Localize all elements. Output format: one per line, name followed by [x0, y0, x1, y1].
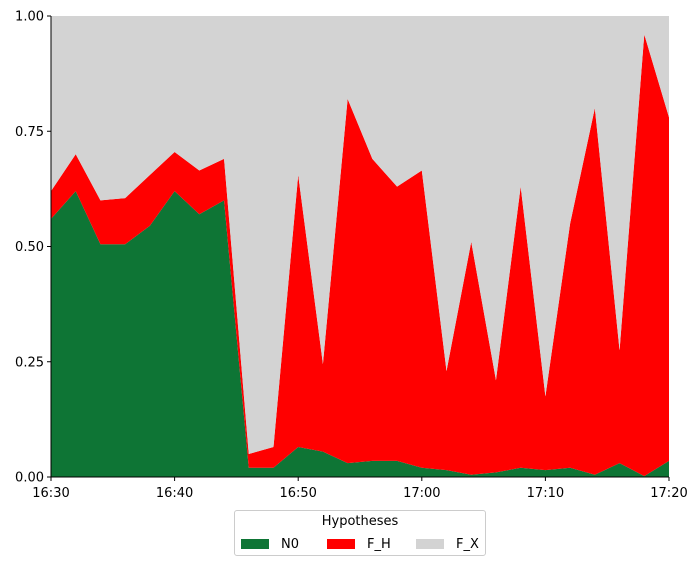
- y-tick-label: 0.25: [15, 355, 44, 370]
- x-tick-label: 17:10: [527, 486, 564, 501]
- tick-labels: 0.00 0.25 0.50 0.75 1.00 16:30 16:40 16:50 17:00…: [15, 10, 688, 502]
- x-tick-label: 17:20: [650, 486, 687, 501]
- legend-swatch-f-x: [416, 539, 444, 549]
- legend-swatch-f-h: [327, 539, 355, 549]
- x-tick-label: 16:40: [156, 486, 193, 501]
- legend-title: Hypotheses: [321, 514, 399, 529]
- legend-entry-f-x: F_X: [416, 536, 479, 552]
- y-tick-label: 0.00: [15, 471, 44, 486]
- legend-entry-f-h: F_H: [327, 536, 391, 552]
- series-areas: [51, 16, 669, 477]
- legend-entry-n0: N0: [241, 536, 299, 552]
- legend-swatch-n0: [241, 539, 269, 549]
- area-n0: [51, 191, 669, 477]
- legend-label-f-x: F_X: [456, 536, 479, 552]
- x-tick-label: 16:30: [32, 486, 69, 501]
- y-tick-label: 0.75: [15, 125, 44, 140]
- area-f-x: [51, 16, 669, 454]
- area-f-h: [51, 34, 669, 477]
- legend-label-f-h: F_H: [367, 536, 391, 552]
- y-tick-label: 0.50: [15, 240, 44, 255]
- legend: Hypotheses N0 F_H F_X: [234, 510, 486, 556]
- y-tick-label: 1.00: [15, 10, 44, 25]
- axes: [47, 15, 670, 481]
- x-tick-label: 16:50: [279, 486, 316, 501]
- legend-label-n0: N0: [281, 536, 299, 552]
- x-tick-label: 17:00: [403, 486, 440, 501]
